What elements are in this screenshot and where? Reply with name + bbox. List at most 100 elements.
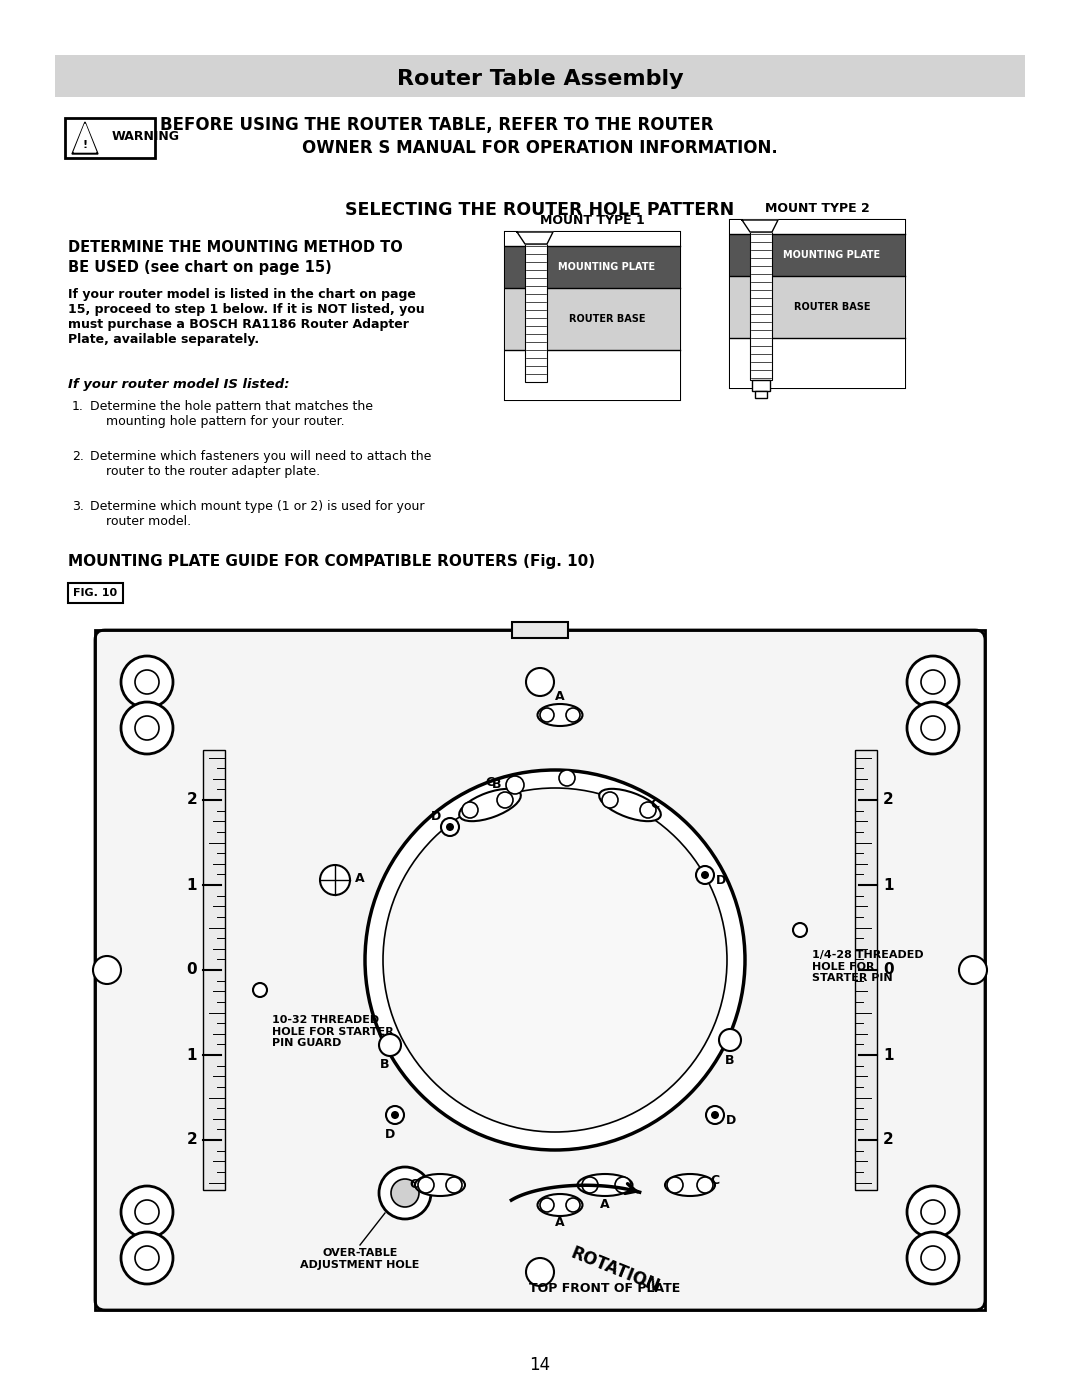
Text: TOP FRONT OF PLATE: TOP FRONT OF PLATE <box>529 1281 680 1295</box>
Text: 3.: 3. <box>72 500 84 513</box>
Circle shape <box>462 802 478 819</box>
Text: BEFORE USING THE ROUTER TABLE, REFER TO THE ROUTER: BEFORE USING THE ROUTER TABLE, REFER TO … <box>160 116 714 134</box>
Circle shape <box>697 1178 713 1193</box>
Circle shape <box>121 1186 173 1238</box>
Circle shape <box>921 1200 945 1224</box>
Circle shape <box>711 1111 719 1119</box>
Text: 1/4-28 THREADED
HOLE FOR
STARTER PIN: 1/4-28 THREADED HOLE FOR STARTER PIN <box>812 950 923 983</box>
Circle shape <box>582 1178 598 1193</box>
Text: A: A <box>555 1217 565 1229</box>
Text: 14: 14 <box>529 1356 551 1375</box>
Circle shape <box>446 823 454 831</box>
Circle shape <box>418 1178 434 1193</box>
Text: B: B <box>726 1053 734 1066</box>
Text: 1: 1 <box>187 1048 197 1063</box>
Circle shape <box>441 819 459 835</box>
Text: OVER-TABLE
ADJUSTMENT HOLE: OVER-TABLE ADJUSTMENT HOLE <box>300 1248 420 1270</box>
Text: C: C <box>711 1173 719 1186</box>
Circle shape <box>253 983 267 997</box>
Text: D: D <box>716 873 726 887</box>
Bar <box>95 630 985 1310</box>
Text: DETERMINE THE MOUNTING METHOD TO: DETERMINE THE MOUNTING METHOD TO <box>68 240 403 256</box>
Text: B: B <box>380 1059 390 1071</box>
Circle shape <box>719 1030 741 1051</box>
FancyBboxPatch shape <box>95 630 985 1310</box>
Text: MOUNTING PLATE GUIDE FOR COMPATIBLE ROUTERS (Fig. 10): MOUNTING PLATE GUIDE FOR COMPATIBLE ROUT… <box>68 555 595 569</box>
Bar <box>505 246 680 288</box>
Circle shape <box>135 1200 159 1224</box>
Bar <box>730 235 905 277</box>
Text: 2: 2 <box>186 792 197 807</box>
Circle shape <box>135 1246 159 1270</box>
Bar <box>505 232 680 246</box>
Text: C: C <box>409 1179 419 1192</box>
Circle shape <box>383 788 727 1132</box>
Bar <box>512 622 568 638</box>
Text: D: D <box>726 1113 737 1126</box>
Circle shape <box>93 956 121 983</box>
Text: 1.: 1. <box>72 400 84 414</box>
Text: If your router model IS listed:: If your router model IS listed: <box>68 379 289 391</box>
Text: MOUNTING PLATE: MOUNTING PLATE <box>558 263 656 272</box>
Circle shape <box>526 1259 554 1287</box>
Circle shape <box>907 657 959 708</box>
Text: MOUNT TYPE 2: MOUNT TYPE 2 <box>765 201 869 215</box>
Circle shape <box>640 802 656 819</box>
Circle shape <box>907 703 959 754</box>
Text: Determine which fasteners you will need to attach the
    router to the router a: Determine which fasteners you will need … <box>90 450 431 478</box>
Text: FIG. 10: FIG. 10 <box>73 588 117 598</box>
Ellipse shape <box>578 1173 633 1196</box>
Circle shape <box>602 792 618 807</box>
Ellipse shape <box>538 1194 582 1215</box>
Circle shape <box>959 956 987 983</box>
Text: 0: 0 <box>187 963 197 978</box>
Text: Router Table Assembly: Router Table Assembly <box>396 68 684 89</box>
Circle shape <box>559 770 575 787</box>
Text: OWNER S MANUAL FOR OPERATION INFORMATION.: OWNER S MANUAL FOR OPERATION INFORMATION… <box>302 138 778 156</box>
Bar <box>525 244 546 381</box>
Circle shape <box>615 1178 631 1193</box>
Circle shape <box>446 1178 462 1193</box>
Bar <box>505 232 680 400</box>
Circle shape <box>667 1178 683 1193</box>
Text: BE USED (see chart on page 15): BE USED (see chart on page 15) <box>68 260 332 275</box>
Text: C: C <box>650 799 660 812</box>
Text: MOUNTING PLATE: MOUNTING PLATE <box>783 250 880 260</box>
Polygon shape <box>517 232 553 244</box>
Ellipse shape <box>665 1173 715 1196</box>
Circle shape <box>701 870 708 879</box>
Circle shape <box>566 1199 580 1213</box>
Text: C: C <box>485 777 495 789</box>
Circle shape <box>706 1106 724 1125</box>
Circle shape <box>921 717 945 740</box>
Text: MOUNT TYPE 1: MOUNT TYPE 1 <box>540 214 645 226</box>
Polygon shape <box>75 124 96 152</box>
Circle shape <box>391 1179 419 1207</box>
Circle shape <box>365 770 745 1150</box>
Bar <box>730 219 905 235</box>
Bar <box>65 117 156 158</box>
Bar <box>730 338 905 388</box>
Circle shape <box>907 1186 959 1238</box>
Bar <box>750 232 772 380</box>
Ellipse shape <box>599 789 661 821</box>
Circle shape <box>507 775 524 793</box>
Polygon shape <box>72 122 98 154</box>
Text: Determine which mount type (1 or 2) is used for your
    router model.: Determine which mount type (1 or 2) is u… <box>90 500 424 528</box>
Bar <box>68 583 123 604</box>
Text: 1: 1 <box>883 877 893 893</box>
Text: A: A <box>355 872 365 884</box>
Circle shape <box>793 923 807 937</box>
Bar <box>752 380 770 391</box>
Circle shape <box>386 1106 404 1125</box>
Circle shape <box>696 866 714 884</box>
Circle shape <box>379 1034 401 1056</box>
Text: ROTATION: ROTATION <box>568 1243 662 1296</box>
Text: 2: 2 <box>883 792 894 807</box>
Bar <box>55 54 1025 96</box>
Circle shape <box>526 668 554 696</box>
Bar <box>855 750 877 1190</box>
Text: WARNING: WARNING <box>112 130 180 142</box>
Text: 2.: 2. <box>72 450 84 462</box>
Text: 0: 0 <box>883 963 893 978</box>
